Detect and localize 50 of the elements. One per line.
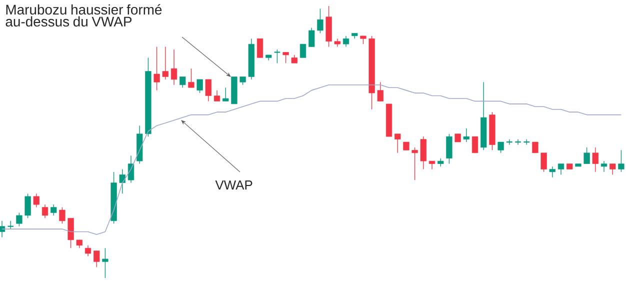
candlestick: [84, 245, 92, 257]
candlestick: [377, 82, 384, 102]
candlestick: [282, 52, 289, 64]
candlestick: [33, 193, 40, 208]
candlestick: [618, 150, 624, 172]
candlestick: [592, 147, 598, 172]
candlestick: [514, 138, 522, 146]
candlestick: [446, 133, 452, 164]
candlestick: [342, 36, 350, 48]
candlestick: [180, 76, 186, 88]
candlestick: [205, 79, 212, 102]
candlestick: [412, 147, 418, 180]
candlestick: [16, 212, 22, 227]
candlestick: [532, 142, 538, 154]
candlestick: [472, 136, 478, 154]
candlestick: [498, 142, 504, 154]
candlestick: [0, 220, 6, 238]
candlestick: [308, 27, 315, 48]
candlestick: [584, 147, 590, 164]
candlestick: [154, 46, 160, 91]
candlestick: [42, 204, 48, 219]
candlestick: [274, 49, 281, 64]
candlestick: [214, 90, 220, 102]
candlestick: [68, 218, 74, 248]
text: VWAP: [215, 180, 252, 190]
candlestick: [196, 79, 203, 94]
candlestick: [162, 46, 168, 80]
candlestick: [119, 168, 126, 194]
candlestick: [59, 206, 66, 224]
candlestick: [222, 87, 229, 102]
candlestick: [300, 44, 306, 58]
candlestick: [102, 248, 108, 278]
annotation: Marubozu haussier formé au-dessus du VWAP: [6, 4, 162, 27]
candlestick: [94, 250, 100, 268]
candlestick: [463, 128, 470, 142]
candlestick: [506, 138, 513, 146]
candlestick: [540, 152, 547, 172]
candlestick: [317, 8, 324, 34]
candlestick: [128, 155, 134, 184]
candlestick: [170, 49, 178, 86]
candlestick: [600, 160, 608, 172]
candlestick: [420, 136, 426, 170]
candlestick: [256, 38, 264, 58]
candlestick: [24, 193, 31, 219]
candlestick: [394, 133, 401, 154]
candlestick: [50, 204, 57, 216]
candlestick: [558, 163, 564, 175]
candlestick: [188, 68, 194, 88]
candlestick: [549, 166, 556, 178]
candlestick: [610, 163, 616, 175]
